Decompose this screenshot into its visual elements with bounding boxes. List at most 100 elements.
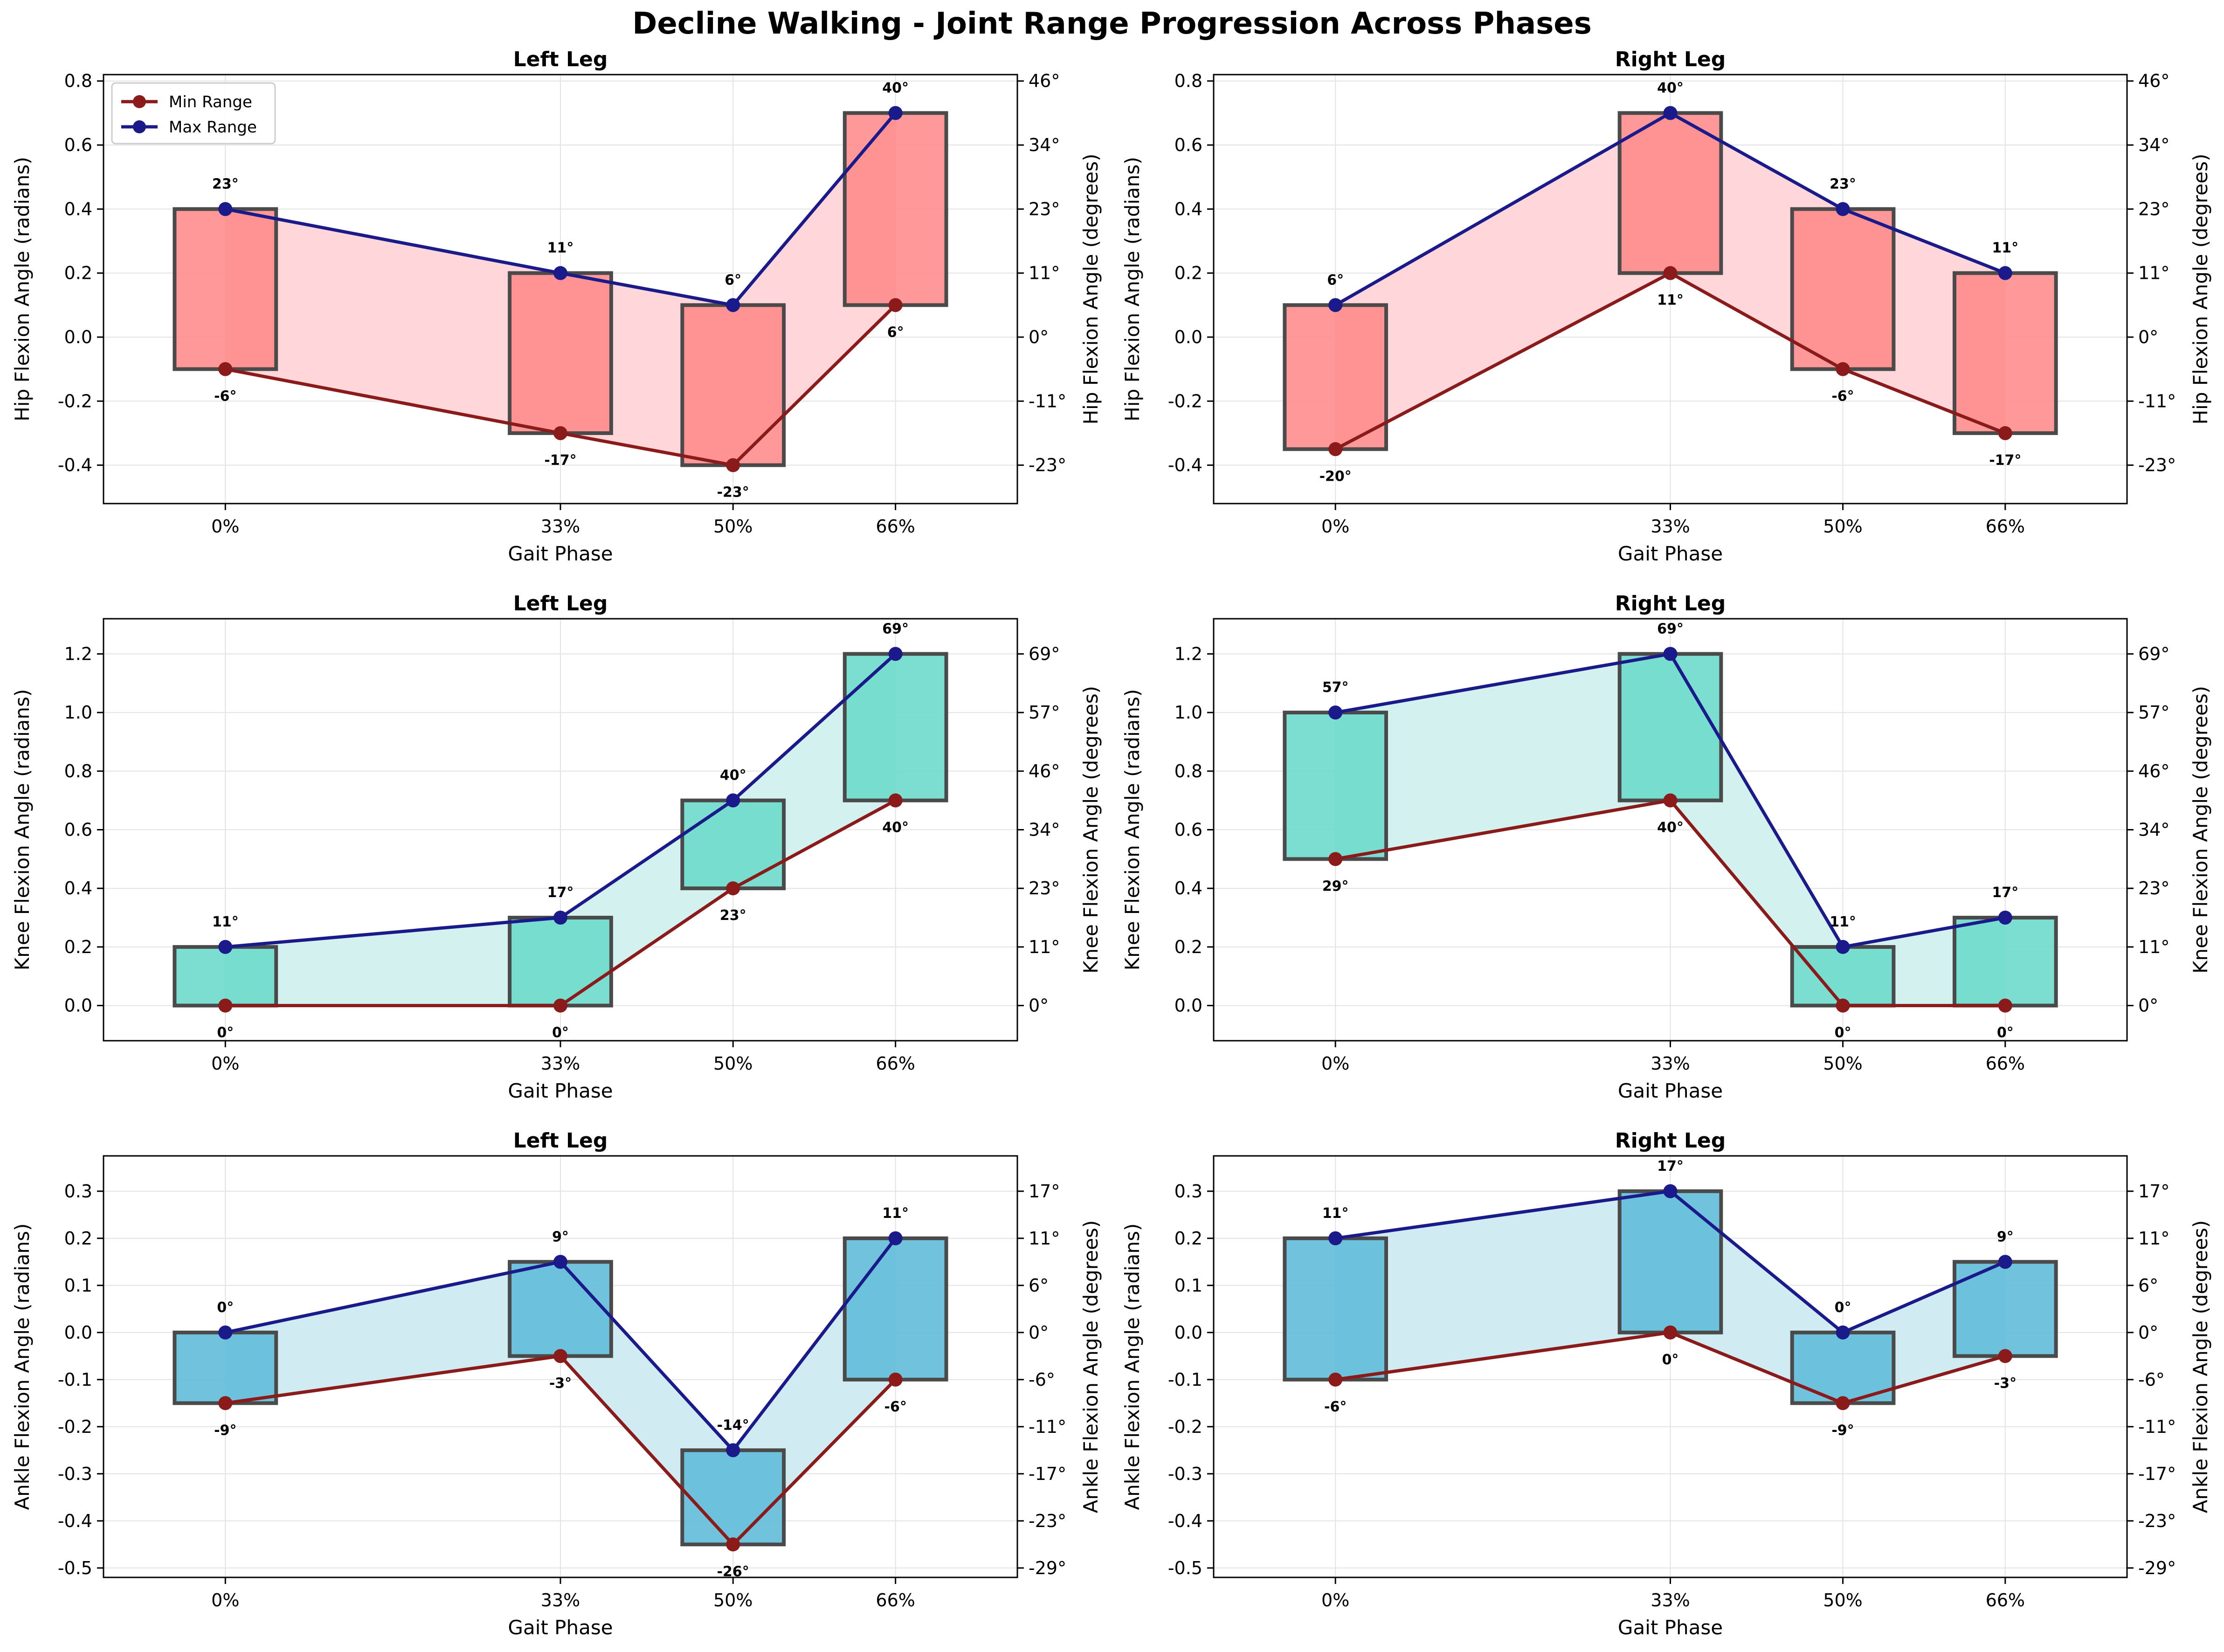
y-tick-label: 1.0 <box>1174 702 1202 723</box>
y-tick-label: 0.2 <box>64 1228 92 1249</box>
y-tick-label: -0.4 <box>58 455 92 476</box>
min-data-label: -17° <box>544 452 576 469</box>
y-axis-label-right: Knee Flexion Angle (degrees) <box>2189 686 2212 974</box>
y-tick-label: -0.4 <box>1168 455 1202 476</box>
max-data-label: 9° <box>552 1229 569 1245</box>
max-data-label: 69° <box>1657 621 1684 637</box>
min-range-point <box>553 1349 567 1363</box>
y-tick-label: -0.2 <box>1168 391 1202 411</box>
x-tick-label: 0% <box>1321 516 1349 537</box>
y-tick-label-right: 46° <box>1029 761 1060 781</box>
legend-max-label: Max Range <box>169 118 257 137</box>
y-tick-label: 0.8 <box>64 71 92 91</box>
y-tick-label-right: 0° <box>2138 995 2158 1016</box>
min-data-label: 23° <box>720 907 746 924</box>
subplot-6: 11° -6° 17° 0° 0° -9° 9° -3° -0.5 -0.4 -0.3 -0.2 -0.… <box>1121 1129 2212 1639</box>
y-tick-label-right: 46° <box>2138 761 2169 781</box>
max-range-point <box>218 202 233 216</box>
y-tick-label-right: 6° <box>2138 1275 2158 1296</box>
y-tick-label-right: -23° <box>2138 455 2176 476</box>
min-range-point <box>1998 998 2012 1013</box>
y-tick-label-right: -17° <box>1029 1464 1066 1484</box>
max-range-point <box>218 1325 233 1340</box>
max-data-label: 11° <box>1830 914 1856 930</box>
y-tick-label-right: 0° <box>2138 1322 2158 1343</box>
y-tick-label: 0.4 <box>1174 199 1202 219</box>
y-tick-label-right: 69° <box>1029 643 1060 664</box>
x-tick-label: 0% <box>211 516 239 537</box>
range-bar <box>173 207 278 371</box>
y-tick-label: 0.0 <box>1174 995 1202 1016</box>
y-axis-label-right: Hip Flexion Angle (degrees) <box>2189 153 2212 424</box>
x-axis-label: Gait Phase <box>1618 542 1723 565</box>
min-range-line <box>1335 1331 2006 1405</box>
min-range-point <box>888 1372 903 1387</box>
min-range-point <box>726 881 740 896</box>
min-data-label: -3° <box>549 1375 572 1391</box>
subplot-5: 0°-9°9°-3°-14°-26°11°-6°-0.5-0.4-0.3-0.2… <box>11 1129 1102 1639</box>
y-tick-label: -0.2 <box>58 391 92 411</box>
max-data-label: 11° <box>882 1205 909 1222</box>
y-tick-label: -0.5 <box>1168 1558 1202 1578</box>
min-range-point <box>1836 1396 1850 1410</box>
y-tick-label: 0.4 <box>64 878 92 899</box>
max-data-label: 17° <box>1657 1158 1684 1175</box>
x-tick-label: 0% <box>1321 1590 1349 1611</box>
max-data-label: 11° <box>1992 240 2018 256</box>
y-tick-label: 0.1 <box>64 1275 92 1296</box>
y-tick-label: 0.3 <box>64 1181 92 1202</box>
min-data-label: 40° <box>882 820 909 836</box>
min-range-line <box>225 304 897 467</box>
max-data-label: 17° <box>1992 885 2018 901</box>
y-tick-label: -0.2 <box>1168 1417 1202 1437</box>
range-bar <box>1790 945 1896 1008</box>
min-range-point <box>1328 1372 1343 1387</box>
max-data-label: 40° <box>1657 80 1684 96</box>
y-tick-label-right: -17° <box>2138 1464 2176 1484</box>
min-data-label: -6° <box>1831 388 1854 405</box>
y-tick-label: 0.6 <box>64 135 92 155</box>
min-range-point <box>726 1537 740 1552</box>
max-data-label: 40° <box>720 767 746 784</box>
range-bar <box>843 111 948 307</box>
x-tick-label: 66% <box>876 1590 915 1611</box>
min-range-point <box>1836 998 1850 1013</box>
max-range-point <box>1836 1325 1850 1340</box>
x-tick-label: 50% <box>713 516 753 537</box>
min-data-label: 29° <box>1322 878 1349 894</box>
y-tick-label: 0.0 <box>1174 327 1202 347</box>
y-tick-label: -0.1 <box>1168 1369 1202 1390</box>
y-tick-label-right: 34° <box>2138 135 2169 155</box>
min-range-point <box>1998 426 2012 440</box>
y-tick-label: -0.5 <box>58 1558 92 1578</box>
x-tick-label: 33% <box>541 1590 580 1611</box>
min-range-line <box>225 799 897 1008</box>
max-data-label: 11° <box>547 240 574 256</box>
max-data-label: 9° <box>1997 1229 2014 1245</box>
y-axis-label: Hip Flexion Angle (radians) <box>1121 157 1144 422</box>
min-range-line <box>1334 271 2006 451</box>
min-data-label: -9° <box>214 1422 236 1438</box>
y-tick-label: -0.4 <box>58 1511 92 1531</box>
max-range-point <box>888 1231 903 1245</box>
y-tick-label-right: 23° <box>2138 199 2169 219</box>
max-range-point <box>888 106 903 120</box>
x-axis-label: Gait Phase <box>1618 1616 1723 1639</box>
y-axis-label-right: Hip Flexion Angle (degrees) <box>1079 153 1102 424</box>
y-tick-label-right: 0° <box>1029 995 1049 1016</box>
max-data-label: 17° <box>547 885 574 901</box>
max-range-point <box>553 911 567 925</box>
y-tick-label-right: 0° <box>1029 327 1049 347</box>
subplot-title: Right Leg <box>1615 48 1726 71</box>
y-tick-label: 0.4 <box>1174 878 1202 899</box>
min-data-label: -17° <box>1989 452 2021 469</box>
subplot-title: Left Leg <box>513 592 608 615</box>
max-range-line <box>225 1237 897 1452</box>
y-tick-label: -0.4 <box>1168 1511 1202 1531</box>
range-bar <box>1790 207 1896 371</box>
y-tick-label: -0.2 <box>58 1417 92 1437</box>
y-tick-label-right: 11° <box>2138 937 2169 957</box>
y-axis-label-right: Ankle Flexion Angle (degrees) <box>1079 1220 1102 1513</box>
y-tick-label: 0.0 <box>1174 1322 1202 1343</box>
max-data-label: 69° <box>882 621 909 637</box>
